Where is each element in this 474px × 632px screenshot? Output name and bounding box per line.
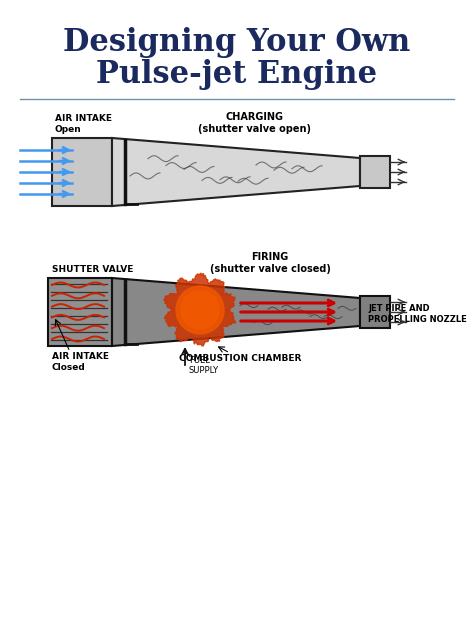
Polygon shape	[360, 156, 390, 188]
Text: FUEL
SUPPLY: FUEL SUPPLY	[189, 356, 219, 375]
Polygon shape	[48, 278, 112, 346]
Polygon shape	[164, 273, 236, 346]
Polygon shape	[112, 278, 360, 346]
Text: AIR INTAKE
Closed: AIR INTAKE Closed	[52, 352, 109, 372]
Text: JET PIPE AND
PROPELLING NOZZLE: JET PIPE AND PROPELLING NOZZLE	[368, 304, 467, 324]
Text: COMBUSTION CHAMBER: COMBUSTION CHAMBER	[179, 354, 301, 363]
Polygon shape	[52, 138, 112, 206]
Text: CHARGING
(shutter valve open): CHARGING (shutter valve open)	[199, 112, 311, 134]
Text: AIR INTAKE
Open: AIR INTAKE Open	[55, 114, 112, 134]
Polygon shape	[360, 296, 390, 328]
Text: Designing Your Own: Designing Your Own	[64, 27, 410, 58]
Circle shape	[181, 291, 219, 329]
Text: FIRING
(shutter valve closed): FIRING (shutter valve closed)	[210, 252, 330, 274]
Text: SHUTTER VALVE: SHUTTER VALVE	[52, 265, 133, 274]
Text: Pulse-jet Engine: Pulse-jet Engine	[96, 59, 378, 90]
Circle shape	[185, 295, 215, 325]
Circle shape	[194, 304, 206, 316]
Circle shape	[190, 300, 210, 320]
Polygon shape	[112, 138, 360, 206]
Circle shape	[176, 286, 224, 334]
